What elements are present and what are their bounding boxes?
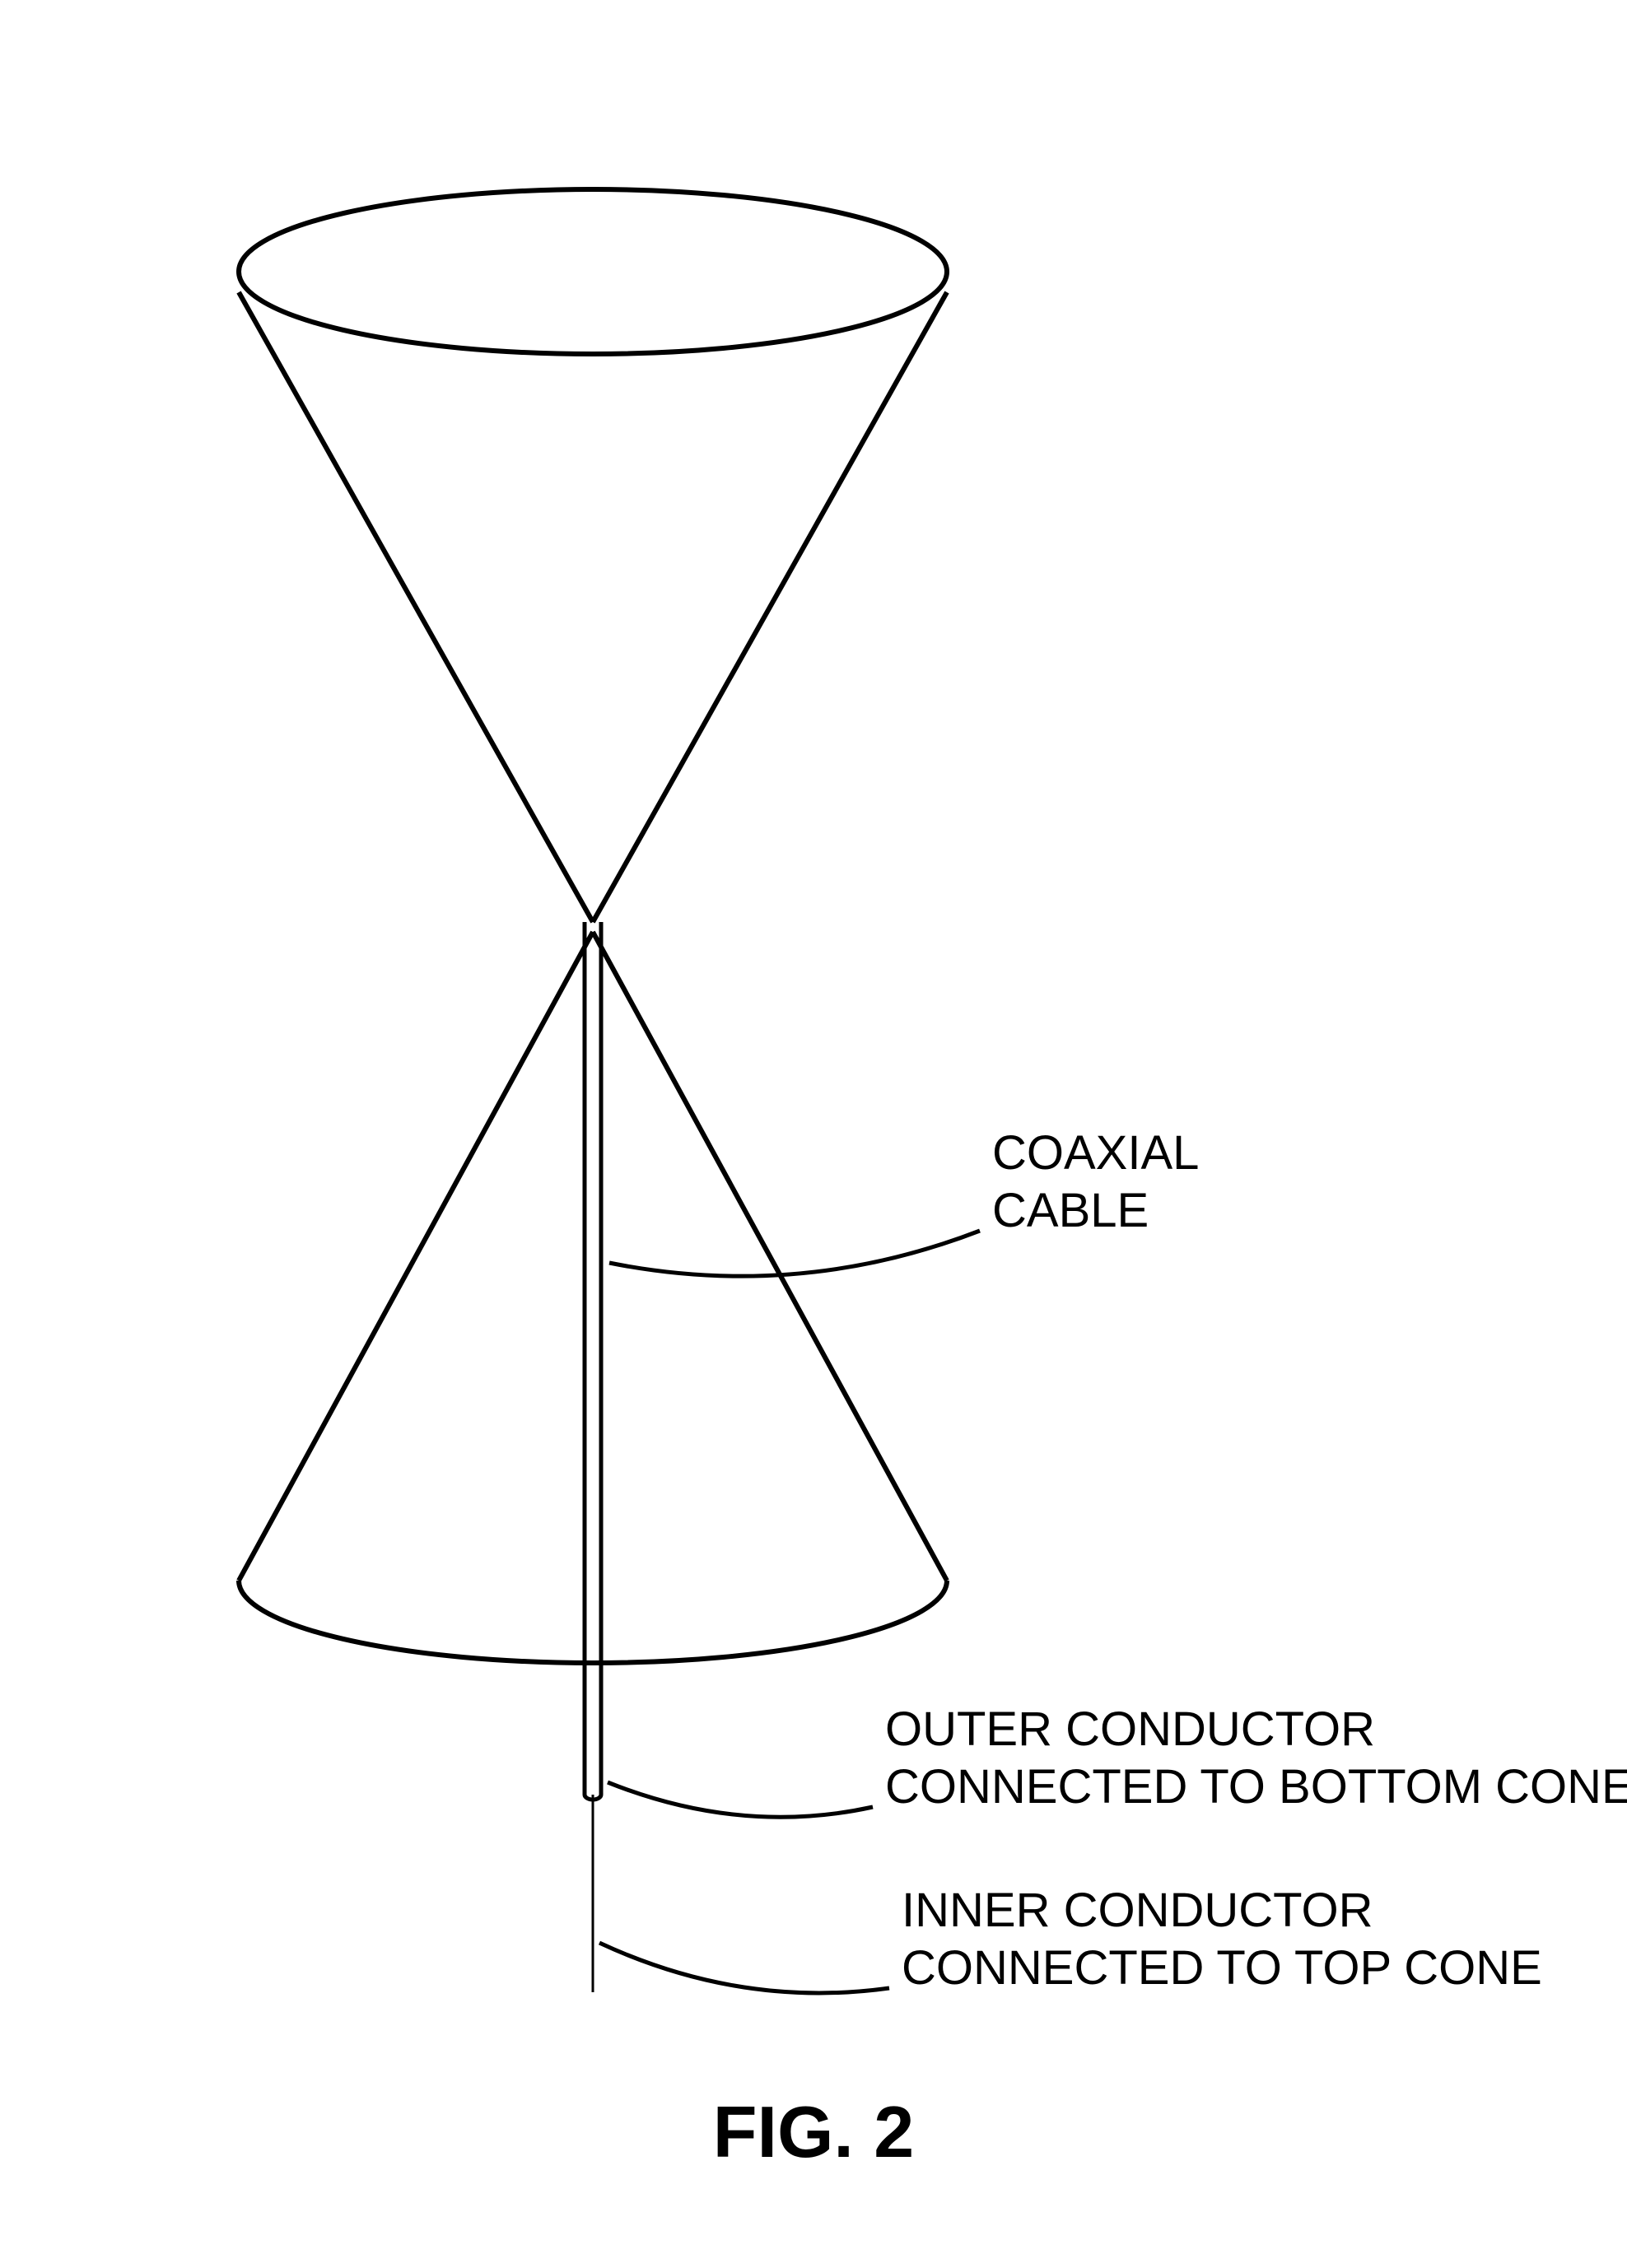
figure-caption: FIG. 2 [713,2091,915,2173]
leader-outer-conductor [608,1782,873,1817]
coaxial-cable [585,922,601,1992]
leader-inner-conductor [599,1943,889,1993]
label-coaxial-line1: COAXIAL [992,1126,1199,1180]
label-inner-line1: INNER CONDUCTOR [902,1884,1373,1937]
label-coaxial-line2: CABLE [992,1184,1149,1237]
bottom-cone [239,932,947,1663]
top-cone-left-edge [239,292,593,922]
label-outer-line2: CONNECTED TO BOTTOM CONE [885,1760,1627,1814]
top-cone-ellipse [239,189,947,354]
bottom-cone-left-edge [239,932,593,1581]
biconical-antenna-diagram: COAXIAL CABLE OUTER CONDUCTOR CONNECTED … [0,0,1627,2268]
bottom-cone-ellipse [239,1581,947,1663]
leader-coaxial-cable [609,1231,980,1276]
top-cone [239,189,947,922]
label-outer-line1: OUTER CONDUCTOR [885,1702,1375,1756]
label-inner-line2: CONNECTED TO TOP CONE [902,1941,1542,1995]
top-cone-right-edge [593,292,947,922]
